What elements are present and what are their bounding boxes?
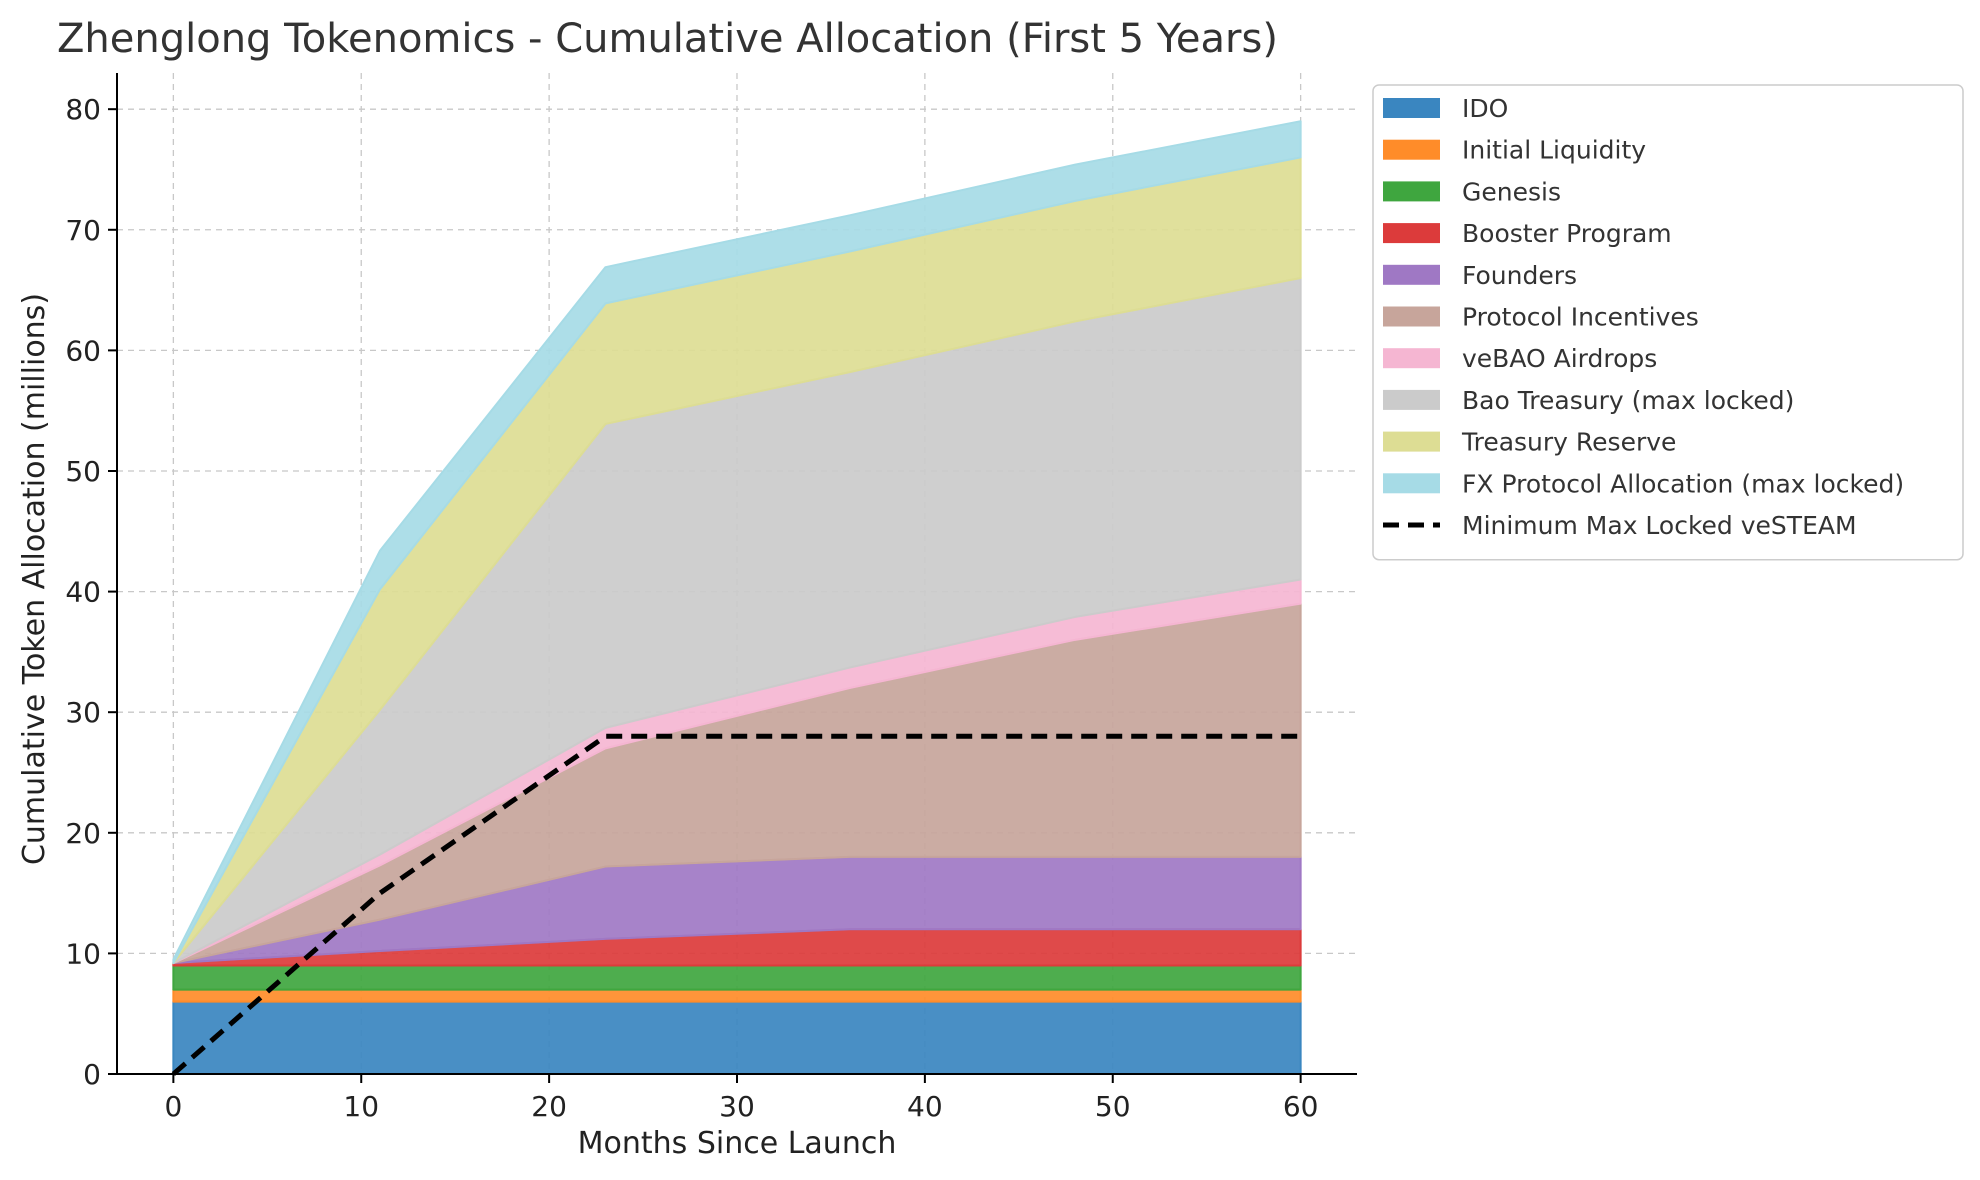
- area-series-2: [172, 964, 1302, 991]
- y-tick-label-3: 30: [65, 696, 101, 729]
- y-tick-label-4: 40: [65, 576, 101, 609]
- legend-label-0: IDO: [1462, 94, 1508, 123]
- x-ticks: 0 10 20 30 40 50 60: [164, 1074, 1318, 1123]
- legend-label-9: FX Protocol Allocation (max locked): [1462, 469, 1904, 498]
- legend-swatch-3: [1383, 223, 1440, 244]
- line-series: [171, 733, 1301, 1076]
- x-tick-label-5: 50: [1095, 1090, 1131, 1123]
- area-series-9: [172, 120, 1302, 965]
- x-tick-label-4: 40: [907, 1090, 943, 1123]
- legend-swatch-9: [1383, 473, 1440, 494]
- legend-label-7: Bao Treasury (max locked): [1462, 386, 1794, 415]
- legend-label-1: Initial Liquidity: [1462, 136, 1646, 165]
- y-ticks: 0 10 20 30 40 50 60 70 80: [65, 93, 117, 1091]
- legend-label-3: Booster Program: [1462, 219, 1672, 248]
- x-tick-label-0: 0: [164, 1090, 182, 1123]
- y-tick-label-6: 60: [65, 334, 101, 367]
- legend-item-0: IDO: [1383, 94, 1508, 123]
- legend-swatch-7: [1383, 389, 1440, 410]
- area-series-0: [172, 1000, 1302, 1075]
- y-tick-label-0: 0: [83, 1058, 101, 1091]
- legend-label-5: Protocol Incentives: [1462, 303, 1699, 332]
- legend-item-6: veBAO Airdrops: [1383, 344, 1657, 373]
- y-tick-label-5: 50: [65, 455, 101, 488]
- legend-swatch-1: [1383, 139, 1440, 160]
- legend-item-10: Minimum Max Locked veSTEAM: [1383, 511, 1857, 540]
- x-tick-label-1: 10: [343, 1090, 379, 1123]
- legend: IDO Initial Liquidity Genesis Booster Progr…: [1372, 84, 1964, 561]
- legend-label-6: veBAO Airdrops: [1462, 344, 1657, 373]
- legend-item-8: Treasury Reserve: [1383, 428, 1676, 457]
- legend-label-4: Founders: [1462, 261, 1577, 290]
- area-series-1: [172, 988, 1302, 1003]
- legend-item-2: Genesis: [1383, 177, 1561, 206]
- y-tick-label-1: 10: [65, 937, 101, 970]
- y-tick-label-8: 80: [65, 93, 101, 126]
- legend-item-9: FX Protocol Allocation (max locked): [1383, 469, 1904, 498]
- legend-swatch-4: [1383, 264, 1440, 285]
- legend-item-4: Founders: [1383, 261, 1577, 290]
- legend-swatch-6: [1383, 348, 1440, 369]
- y-tick-label-7: 70: [65, 214, 101, 247]
- legend-item-1: Initial Liquidity: [1383, 136, 1646, 165]
- legend-swatch-2: [1383, 181, 1440, 202]
- x-tick-label-3: 30: [719, 1090, 755, 1123]
- chart-title: Zhenglong Tokenomics - Cumulative Alloca…: [57, 16, 1278, 62]
- legend-item-7: Bao Treasury (max locked): [1383, 386, 1794, 415]
- vesteam-line: [171, 733, 1301, 1076]
- legend-item-5: Protocol Incentives: [1383, 303, 1699, 332]
- y-axis-label: Cumulative Token Allocation (millions): [17, 293, 52, 865]
- legend-swatch-0: [1383, 98, 1440, 118]
- legend-swatch-8: [1383, 431, 1440, 452]
- x-tick-label-2: 20: [531, 1090, 567, 1123]
- legend-item-3: Booster Program: [1383, 219, 1672, 248]
- legend-label-8: Treasury Reserve: [1461, 428, 1676, 457]
- x-axis-label: Months Since Launch: [578, 1126, 897, 1161]
- legend-label-2: Genesis: [1462, 177, 1561, 206]
- legend-swatch-5: [1383, 306, 1440, 327]
- x-tick-label-6: 60: [1283, 1090, 1319, 1123]
- legend-frame: [1372, 84, 1964, 561]
- stacked-areas: [172, 120, 1302, 1075]
- y-tick-label-2: 20: [65, 817, 101, 850]
- legend-label-10: Minimum Max Locked veSTEAM: [1462, 511, 1857, 540]
